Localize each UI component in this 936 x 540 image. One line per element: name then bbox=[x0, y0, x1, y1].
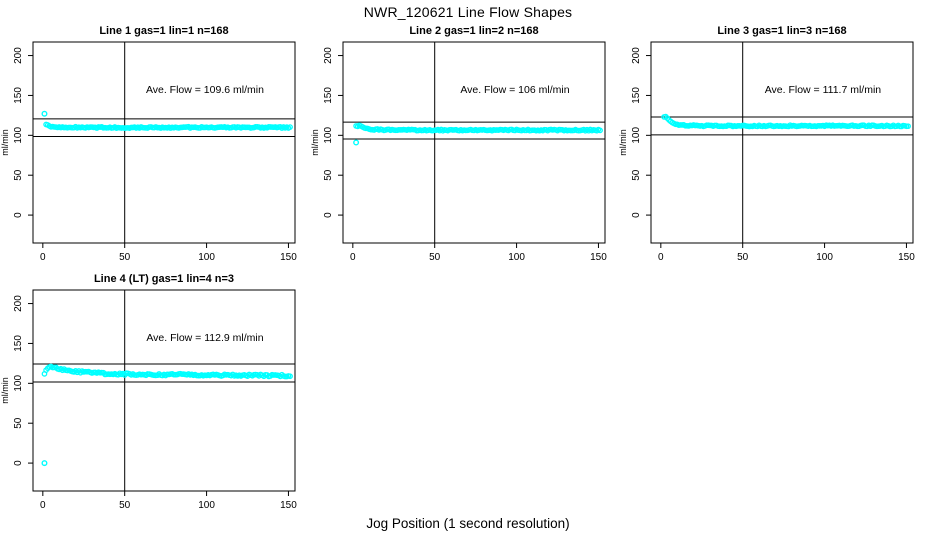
y-axis-label: ml/min bbox=[0, 377, 10, 404]
x-tick-label: 0 bbox=[40, 252, 46, 263]
y-tick-label: 200 bbox=[13, 295, 24, 312]
y-tick-label: 50 bbox=[13, 417, 24, 429]
data-point bbox=[287, 373, 293, 380]
outlier-point bbox=[41, 110, 48, 117]
data-series bbox=[661, 113, 911, 130]
x-tick-label: 100 bbox=[816, 252, 833, 263]
x-tick-label: 100 bbox=[198, 252, 215, 263]
y-tick-label: 0 bbox=[13, 212, 24, 218]
y-tick-label: 200 bbox=[13, 47, 24, 64]
y-tick-label: 150 bbox=[631, 87, 642, 104]
y-tick-label: 50 bbox=[13, 169, 24, 181]
chart-panel-svg: Line 2 gas=1 lin=2 n=168 0 50 100 150 0 50 100 1… bbox=[310, 25, 607, 263]
plot-box bbox=[342, 41, 606, 244]
x-tick-label: 50 bbox=[429, 252, 441, 263]
outlier-point bbox=[353, 139, 360, 146]
y-tick-label: 150 bbox=[13, 87, 24, 104]
panel-title: Line 4 (LT) gas=1 lin=4 n=3 bbox=[94, 273, 234, 285]
x-tick-label: 150 bbox=[590, 252, 607, 263]
y-tick-label: 100 bbox=[13, 375, 24, 392]
x-tick-label: 100 bbox=[198, 500, 215, 511]
chart-line-4: Line 4 (LT) gas=1 lin=4 n=3 0 50 100 150 0 50 1… bbox=[0, 270, 312, 516]
y-tick-label: 50 bbox=[631, 169, 642, 181]
panel-title: Line 1 gas=1 lin=1 n=168 bbox=[99, 25, 228, 37]
data-point bbox=[597, 127, 603, 134]
y-tick-label: 200 bbox=[323, 47, 334, 64]
y-tick-label: 100 bbox=[13, 127, 24, 144]
figure-title: NWR_120621 Line Flow Shapes bbox=[363, 4, 573, 20]
chart-panel-svg: Line 4 (LT) gas=1 lin=4 n=3 0 50 100 150 0 50 1… bbox=[0, 273, 297, 511]
x-tick-label: 150 bbox=[280, 252, 297, 263]
chart-line-1: Line 1 gas=1 lin=1 n=168 0 50 100 150 0 50 100 1… bbox=[0, 22, 312, 268]
y-tick-label: 100 bbox=[323, 127, 334, 144]
x-tick-label: 50 bbox=[119, 500, 131, 511]
x-tick-label: 50 bbox=[119, 252, 131, 263]
y-axis-label: ml/min bbox=[310, 129, 320, 156]
outlier-point bbox=[41, 460, 48, 467]
x-tick-label: 150 bbox=[280, 500, 297, 511]
x-tick-label: 0 bbox=[350, 252, 356, 263]
chart-panel-svg: Line 3 gas=1 lin=3 n=168 0 50 100 150 0 50 100 1… bbox=[618, 25, 915, 263]
y-tick-label: 0 bbox=[631, 212, 642, 218]
data-series bbox=[353, 122, 603, 146]
x-tick-label: 150 bbox=[898, 252, 915, 263]
chart-line-2: Line 2 gas=1 lin=2 n=168 0 50 100 150 0 50 100 1… bbox=[310, 22, 622, 268]
chart-panel-svg: Line 1 gas=1 lin=1 n=168 0 50 100 150 0 50 100 1… bbox=[0, 25, 297, 263]
y-tick-label: 0 bbox=[13, 460, 24, 466]
ave-flow-annotation: Ave. Flow = 106 ml/min bbox=[460, 84, 569, 96]
data-series bbox=[41, 110, 293, 131]
plot-box bbox=[32, 41, 296, 244]
plot-box bbox=[32, 289, 296, 492]
panel-title: Line 3 gas=1 lin=3 n=168 bbox=[717, 25, 846, 37]
figure-xlabel: Jog Position (1 second resolution) bbox=[366, 516, 570, 531]
x-tick-label: 0 bbox=[658, 252, 664, 263]
y-tick-label: 100 bbox=[631, 127, 642, 144]
chart-line-3: Line 3 gas=1 lin=3 n=168 0 50 100 150 0 50 100 1… bbox=[618, 22, 930, 268]
y-tick-label: 150 bbox=[13, 335, 24, 352]
data-point bbox=[905, 123, 911, 130]
x-tick-label: 0 bbox=[40, 500, 46, 511]
y-tick-label: 0 bbox=[323, 212, 334, 218]
data-series bbox=[41, 363, 293, 467]
x-tick-label: 100 bbox=[508, 252, 525, 263]
panel-title: Line 2 gas=1 lin=2 n=168 bbox=[409, 25, 538, 37]
y-axis-label: ml/min bbox=[618, 129, 628, 156]
x-tick-label: 50 bbox=[737, 252, 749, 263]
plot-box bbox=[650, 41, 914, 244]
data-point bbox=[287, 124, 293, 130]
ave-flow-annotation: Ave. Flow = 111.7 ml/min bbox=[765, 84, 882, 96]
y-tick-label: 150 bbox=[323, 87, 334, 104]
ave-flow-annotation: Ave. Flow = 112.9 ml/min bbox=[146, 332, 263, 344]
y-axis-label: ml/min bbox=[0, 129, 10, 156]
y-tick-label: 50 bbox=[323, 169, 334, 181]
ave-flow-annotation: Ave. Flow = 109.6 ml/min bbox=[146, 84, 264, 96]
y-tick-label: 200 bbox=[631, 47, 642, 64]
